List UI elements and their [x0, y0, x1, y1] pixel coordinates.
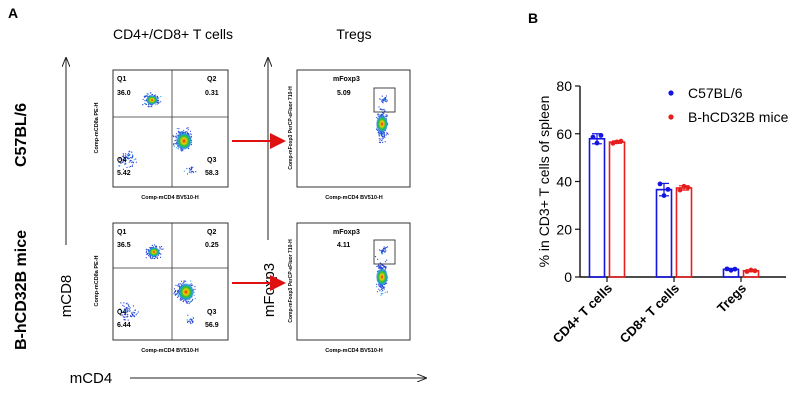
data-point: [681, 183, 687, 189]
header-cd4cd8: CD4+/CD8+ T cells: [113, 26, 233, 42]
data-point: [677, 187, 683, 193]
gate-value: 5.09: [337, 90, 351, 97]
bar: [588, 137, 606, 278]
q2-name: Q2: [207, 76, 216, 83]
treg-ylabel: Comp-mFoxp3 PerCP-eFluor 710-H: [288, 86, 294, 170]
data-point: [610, 140, 616, 146]
q4-name: Q4: [117, 309, 126, 316]
q2-value: 0.25: [205, 242, 219, 249]
legend-label: B-hCD32B mice: [688, 109, 789, 125]
data-point: [614, 139, 620, 145]
data-point: [661, 193, 667, 198]
x-tick-label: CD4+ T cells: [550, 281, 616, 347]
q3-value: 56.9: [205, 322, 219, 329]
quad-ylabel: Comp-mCD8a PE-H: [94, 255, 100, 306]
bar-chart: 0 20 40 60 80% in CD3+ T cells of spleen CD4+…: [536, 78, 789, 346]
gate-name: mFoxp3: [333, 229, 360, 236]
q1-name: Q1: [117, 76, 126, 83]
gate-name: mFoxp3: [333, 76, 360, 83]
bar: [608, 141, 626, 278]
gate-value: 4.11: [337, 242, 350, 249]
q4-name: Q4: [117, 157, 126, 164]
q1-name: Q1: [117, 229, 126, 236]
data-point: [590, 134, 596, 140]
quad-xlabel: Comp-mCD4 BV510-H: [141, 348, 198, 354]
q4-value: 6.44: [117, 322, 131, 329]
data-point: [594, 140, 600, 146]
q2-name: Q2: [207, 229, 216, 236]
q3-name: Q3: [207, 309, 216, 316]
y-tick-label: 0: [564, 269, 572, 285]
data-point: [665, 186, 671, 192]
data-point: [724, 266, 730, 272]
legend-marker: [668, 90, 674, 96]
treg-gate-row1: [373, 87, 396, 113]
legend-label: C57BL/6: [688, 85, 743, 101]
data-point: [657, 181, 663, 187]
mcd8-axis-label: mCD8: [58, 275, 75, 318]
q1-value: 36.5: [117, 242, 131, 249]
x-tick-label: CD8+ T cells: [617, 281, 683, 347]
y-tick-label: 20: [556, 221, 572, 237]
q4-value: 5.42: [117, 170, 131, 177]
quad-plot-row1: Q1 36.0 Q2 0.31 Q4 5.42 Q3 58.3 Comp-mCD…: [94, 69, 229, 201]
y-tick-label: 80: [556, 78, 572, 94]
treg-plot-row2: mFoxp3 4.11 Comp-mCD4 BV510-H Comp-mFoxp…: [288, 222, 411, 354]
header-tregs: Tregs: [336, 26, 371, 42]
quad-plot-row2: Q1 36.5 Q2 0.25 Q4 6.44 Q3 56.9 Comp-mCD…: [94, 222, 229, 354]
data-point: [685, 185, 691, 190]
panel-a-label: A: [8, 5, 18, 21]
q2-value: 0.31: [205, 90, 219, 97]
x-tick-label: Tregs: [714, 281, 749, 316]
quad-xlabel: Comp-mCD4 BV510-H: [141, 195, 198, 201]
mfoxp3-axis-label: mFoxp3: [261, 263, 278, 317]
quad-ylabel: Comp-mCD8a PE-H: [94, 102, 100, 153]
row-label-hcd32b: B-hCD32B mice: [13, 230, 30, 350]
treg-gate-row2: [373, 239, 396, 265]
y-axis-label: % in CD3+ T cells of spleen: [536, 96, 552, 268]
mcd4-axis-label: mCD4: [70, 370, 113, 387]
q3-value: 58.3: [205, 170, 219, 177]
data-point: [748, 267, 754, 273]
y-tick-label: 40: [556, 174, 572, 190]
bar: [675, 187, 693, 278]
legend-marker: [668, 114, 674, 120]
y-tick-label: 60: [556, 126, 572, 142]
row-label-c57: C57BL/6: [13, 103, 30, 167]
q3-name: Q3: [207, 157, 216, 164]
panel-b-label: B: [528, 10, 538, 26]
treg-xlabel: Comp-mCD4 BV510-H: [325, 348, 382, 354]
data-point: [732, 266, 738, 272]
data-point: [598, 133, 604, 138]
bar: [655, 188, 673, 278]
treg-ylabel: Comp-mFoxp3 PerCP-eFluor 710-H: [288, 239, 294, 323]
treg-xlabel: Comp-mCD4 BV510-H: [325, 195, 382, 201]
q1-value: 36.0: [117, 90, 131, 97]
data-point: [728, 267, 734, 273]
data-point: [744, 269, 750, 274]
data-point: [618, 138, 624, 144]
data-point: [752, 268, 758, 274]
treg-plot-row1: mFoxp3 5.09 Comp-mCD4 BV510-H Comp-mFoxp…: [288, 69, 411, 201]
